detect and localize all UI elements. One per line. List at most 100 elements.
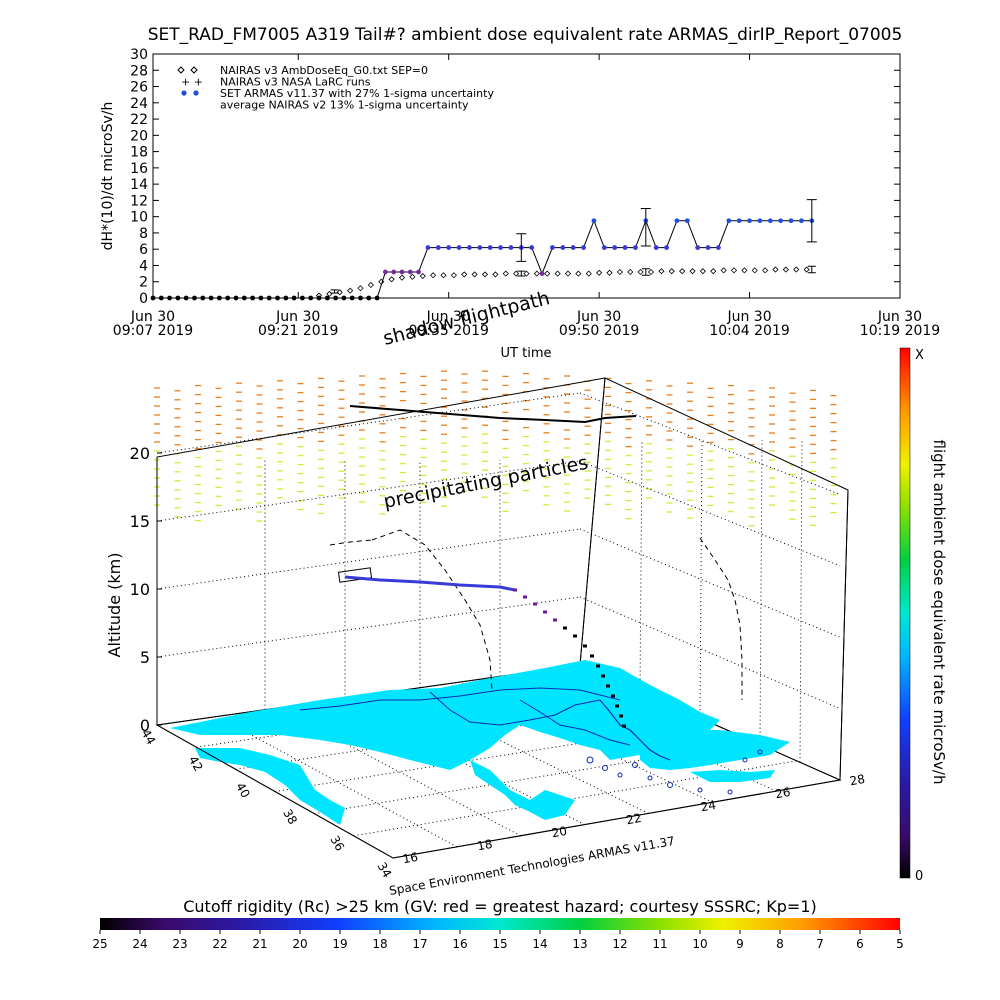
rc-tick-label: 25 [92, 937, 107, 951]
altitude-label: Altitude (km) [105, 553, 124, 658]
descent-point [622, 724, 626, 728]
nairas-point [793, 266, 800, 273]
ts-xtick-label-time: 10:19 2019 [860, 323, 940, 339]
legend-label: NAIRAS v3 AmbDoseEq_G0.txt SEP=0 [220, 64, 428, 77]
takeoff-marker [337, 567, 373, 583]
ts-legend: NAIRAS v3 AmbDoseEq_G0.txt SEP=0 + + NAIRA… [177, 64, 494, 112]
nairas-point [461, 271, 468, 278]
legend-label: average NAIRAS v2 13% 1-sigma uncertaint… [220, 99, 469, 112]
flightpath-projection-top [329, 539, 373, 546]
longitude-tick-label: 22 [625, 811, 642, 827]
grid-line [156, 596, 581, 658]
island [757, 749, 763, 755]
legend-dot-icon [181, 90, 187, 96]
altitude-tick-label: 10 [130, 580, 150, 599]
axis-lat [156, 724, 394, 859]
armas-point [316, 295, 322, 301]
latitude-tick-label: 34 [375, 860, 395, 880]
grid-line [156, 528, 581, 590]
longitude-tick-label: 28 [849, 772, 866, 788]
armas-point [591, 218, 597, 224]
descent-point [619, 714, 623, 718]
nairas-point [710, 268, 717, 275]
armas-point [358, 295, 363, 301]
ts-ytick-label: 4 [139, 258, 148, 274]
island [617, 772, 623, 778]
armas-line [153, 219, 812, 299]
armas-point [250, 295, 256, 301]
nairas-error-bar [807, 265, 816, 274]
cutoff-rigidity-title: Cutoff rigidity (Rc) >25 km (GV: red = g… [183, 897, 817, 916]
armas-point [477, 245, 483, 250]
altitude-axis: 0 5 10 15 20 [130, 444, 162, 735]
ts-series-layer [150, 199, 817, 301]
flight-3d-panel: 0 5 10 15 20 Altitude (km) 44 42 40 38 36 34 16 18… [105, 287, 948, 898]
dose-colorbar-label: flight ambient dose equivalent rate micr… [930, 440, 948, 785]
armas-point [456, 245, 462, 250]
armas-point [208, 295, 214, 301]
armas-point [736, 218, 742, 224]
ts-plot-frame [152, 53, 901, 299]
legend-label: SET ARMAS v11.37 with 27% 1-sigma uncert… [220, 87, 494, 100]
ts-ylabel: dH*(10)/dt microSv/h [100, 102, 116, 251]
nairas-point [772, 266, 779, 273]
grid-line [699, 439, 703, 719]
ts-xtick-label-date: Jun 30 [877, 309, 922, 325]
ts-ytick-label: 18 [130, 145, 148, 161]
flight-path-descent [513, 588, 626, 728]
ts-ytick-label: 2 [139, 275, 148, 291]
nairas-point [627, 268, 634, 276]
armas-point [653, 245, 659, 250]
armas-point [383, 269, 388, 275]
armas-point [158, 295, 164, 301]
armas-point [799, 218, 804, 224]
nairas-point [544, 270, 551, 277]
nairas-point [751, 267, 758, 274]
flightpath-projection-right [699, 537, 743, 700]
nairas-point [782, 266, 789, 273]
dose-colorbar [899, 347, 911, 879]
nairas-point [575, 270, 582, 277]
nairas-point [481, 271, 489, 278]
latitude-tick-label: 44 [139, 727, 159, 747]
armas-point [366, 295, 372, 301]
armas-point [300, 295, 305, 301]
armas-point [266, 295, 272, 301]
map-land-italy [195, 748, 345, 825]
credit-text: Space Environment Technologies ARMAS v11… [388, 834, 676, 898]
armas-point [435, 245, 441, 250]
armas-point [498, 245, 503, 250]
island [697, 787, 703, 793]
latitude-axis: 44 42 40 38 36 34 [139, 727, 395, 880]
nairas-point [388, 276, 395, 283]
ts-ytick-label: 10 [130, 210, 148, 226]
ts-ytick-label: 6 [139, 242, 148, 258]
ts-xtick-label-date: Jun 30 [275, 309, 320, 325]
grid-line [156, 392, 581, 454]
ts-ytick-label: 28 [130, 63, 148, 79]
grid-line [579, 392, 841, 495]
island [632, 762, 638, 768]
nairas-point [658, 268, 665, 275]
armas-point [308, 295, 314, 301]
armas-point [425, 245, 431, 250]
ts-ytick-label: 30 [130, 47, 148, 63]
armas-point [622, 245, 628, 250]
dose-colorbar-top-label: X [915, 348, 924, 363]
nairas-point [471, 271, 478, 278]
ts-xtick-label-time: 09:07 2019 [113, 323, 193, 339]
nairas-point [419, 272, 426, 280]
cutoff-rigidity-ticks: 25 24 23 22 21 20 19 18 17 16 15 14 13 12 11 10 9 8 7 6 5 [92, 930, 904, 951]
armas-point [241, 295, 247, 301]
armas-point [258, 295, 264, 301]
grid-line [759, 439, 763, 745]
nairas-point [347, 287, 354, 294]
nairas-error-bar [641, 268, 650, 276]
armas-point [175, 295, 181, 301]
descent-point [611, 694, 615, 698]
descent-point [573, 634, 577, 638]
floor-map [155, 660, 842, 859]
nairas-point [606, 269, 613, 276]
island [647, 775, 653, 781]
